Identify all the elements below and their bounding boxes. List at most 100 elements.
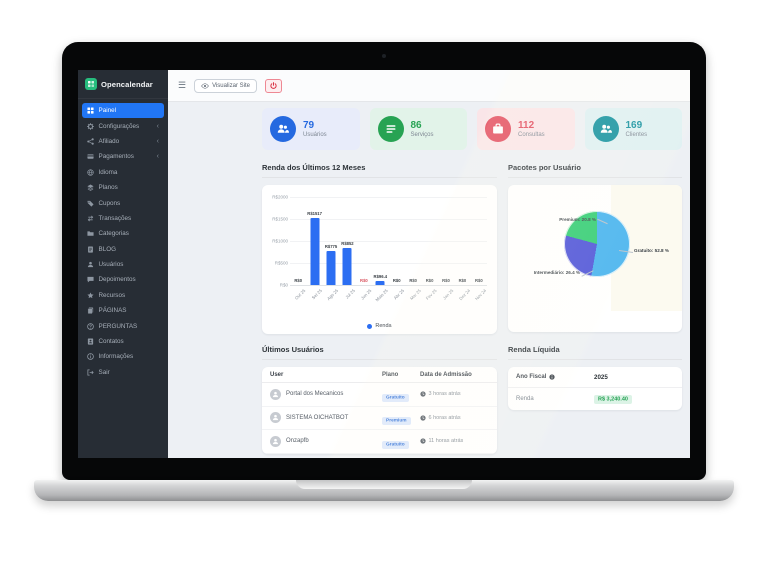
stat-card-servicos: 86 Serviços xyxy=(369,108,467,150)
table-header: User Plano Data de Admissão xyxy=(262,367,497,383)
bar-chart-legend: Renda xyxy=(262,323,497,329)
topbar: ☰ Visualizar Site xyxy=(168,70,690,102)
sidebar-item-label: Depoimentos xyxy=(98,276,136,284)
sidebar-item-configuracoes[interactable]: Configurações ‹ xyxy=(82,118,164,133)
sidebar-item-label: Planos xyxy=(98,184,118,192)
chevron-left-icon: ‹ xyxy=(156,153,159,161)
column-header-plano: Plano xyxy=(382,371,399,378)
x-tick-label: Out 25 xyxy=(294,288,307,301)
y-tick-label: R$500 xyxy=(274,260,288,266)
star-icon xyxy=(87,292,94,299)
fiscal-year-label: Ano Fiscal xyxy=(516,374,547,380)
sidebar-item-depoimentos[interactable]: Depoimentos xyxy=(82,272,164,287)
doc-icon xyxy=(87,246,94,253)
sidebar-item-perguntas[interactable]: PERGUNTAS xyxy=(82,318,164,333)
bar-value-label: R$1517 xyxy=(307,211,322,217)
sidebar-item-idioma[interactable]: Idioma xyxy=(82,165,164,180)
webcam-icon xyxy=(382,54,386,58)
sidebar-item-cupons[interactable]: Cupons xyxy=(82,195,164,210)
latest-users-table: User Plano Data de Admissão Portal dos Mec… xyxy=(262,367,497,454)
power-icon xyxy=(270,82,277,89)
admission-time: 11 horas atrás xyxy=(428,438,464,445)
x-tick-label: Dez 24 xyxy=(457,288,471,302)
sidebar-item-usuarios[interactable]: Usuários xyxy=(82,257,164,272)
bar-value-label: R$0 xyxy=(409,278,417,283)
x-tick-label: Abr 25 xyxy=(392,288,406,301)
sidebar-item-sair[interactable]: Sair xyxy=(82,365,164,380)
brand: Opencalendar xyxy=(78,70,168,99)
sidebar-item-recursos[interactable]: Recursos xyxy=(82,288,164,303)
bar-value-label: R$0 xyxy=(475,278,483,283)
sidebar-item-painel[interactable]: Painel xyxy=(82,103,164,119)
pie-label-intermediario: Intermediário: 26.4 % xyxy=(533,270,580,275)
laptop-screen: Opencalendar Painel Configurações ‹ Afiliad… xyxy=(62,42,706,480)
x-tick-label: Set 25 xyxy=(310,288,324,301)
avatar xyxy=(270,435,281,447)
sidebar-item-label: Cupons xyxy=(98,199,121,207)
plan-badge: Gratuito xyxy=(382,440,409,449)
packages-pie-chart: Gratuito: 52.8 % Intermediário: 26.4 % Pre… xyxy=(508,185,682,332)
admission-time: 6 horas atrás xyxy=(428,414,461,421)
clock-icon xyxy=(420,391,426,397)
sidebar-item-transacoes[interactable]: Transações xyxy=(82,211,164,226)
packages-chart-title: Pacotes por Usuário xyxy=(508,163,682,178)
sidebar-nav: Painel Configurações ‹ Afiliado ‹ Pagamentos ‹… xyxy=(78,99,168,384)
chat-icon xyxy=(87,276,94,283)
pages-icon xyxy=(87,307,94,315)
sidebar-item-categorias[interactable]: Categorias xyxy=(82,226,164,241)
bar xyxy=(326,250,336,285)
menu-icon[interactable]: ☰ xyxy=(178,80,187,90)
sidebar-item-planos[interactable]: Planos xyxy=(82,180,164,195)
sidebar-item-afiliado[interactable]: Afiliado ‹ xyxy=(82,134,164,149)
user-name: Onzapfb xyxy=(286,438,309,445)
x-tick-label: Jul 25 xyxy=(344,288,357,300)
legend-label: Renda xyxy=(375,323,392,329)
user-name: Portal dos Mecanicos xyxy=(286,391,344,398)
pie-label-premium: Premium: 20.8 % xyxy=(559,217,596,222)
table-row[interactable]: SISTEMA OICHATBOT Premium 6 horas atrás xyxy=(262,407,497,430)
sidebar-item-paginas[interactable]: PÁGINAS xyxy=(82,303,164,318)
bar-slot: R$775 Ago 25 xyxy=(323,197,340,301)
bar-slot: R$852 Jul 25 xyxy=(339,197,356,300)
clock-icon xyxy=(420,415,426,421)
sidebar-item-pagamentos[interactable]: Pagamentos ‹ xyxy=(82,149,164,164)
bar-slot: R$0 Jan 25 xyxy=(438,197,455,301)
sidebar-item-label: PERGUNTAS xyxy=(98,322,138,330)
fiscal-year-value: 2025 xyxy=(594,373,608,381)
sidebar-item-informacoes[interactable]: Informações xyxy=(82,349,164,364)
bar-slot: R$0 Fev 25 xyxy=(421,197,438,301)
laptop-base xyxy=(34,480,734,501)
x-tick-label: Jun 25 xyxy=(359,288,373,301)
bar-chart-bars: R$0 Out 25 R$1517 Set 25 R$775 Ago 25 R$852 Jul… xyxy=(290,197,487,302)
clientes-icon xyxy=(592,116,619,142)
sidebar: Opencalendar Painel Configurações ‹ Afiliad… xyxy=(78,70,168,458)
view-site-label: Visualizar Site xyxy=(212,82,250,89)
table-row[interactable]: Onzapfb Gratuito 11 horas atrás xyxy=(262,430,497,454)
sidebar-item-contatos[interactable]: Contatos xyxy=(82,334,164,349)
table-row[interactable]: Portal dos Mecanicos Gratuito 3 horas atrá… xyxy=(262,383,497,407)
sidebar-item-label: BLOG xyxy=(98,245,117,253)
stat-value: 79 xyxy=(303,120,315,131)
sidebar-item-label: Usuários xyxy=(98,261,124,269)
servicos-icon xyxy=(377,116,404,142)
view-site-button[interactable]: Visualizar Site xyxy=(194,78,257,93)
revenue-chart-title: Renda dos Últimos 12 Meses xyxy=(262,163,497,178)
sidebar-item-blog[interactable]: BLOG xyxy=(82,242,164,257)
avatar xyxy=(270,412,281,424)
sidebar-item-label: Idioma xyxy=(98,168,118,176)
income-row: Renda R$ 3,240.40 xyxy=(508,388,682,409)
bar-slot: R$0 Nov 24 xyxy=(471,197,487,301)
x-tick-label: Nov 24 xyxy=(474,288,488,302)
contact-icon xyxy=(87,338,94,345)
sidebar-item-label: Contatos xyxy=(98,338,124,346)
logout-button[interactable] xyxy=(265,78,282,93)
pie xyxy=(564,211,630,277)
info-icon[interactable] xyxy=(549,374,555,380)
consultas-icon xyxy=(485,116,511,142)
gridline xyxy=(290,219,487,220)
gridline xyxy=(290,197,487,198)
gridline xyxy=(290,285,487,286)
plan-badge: Premium xyxy=(382,417,411,426)
user-icon xyxy=(87,261,94,268)
